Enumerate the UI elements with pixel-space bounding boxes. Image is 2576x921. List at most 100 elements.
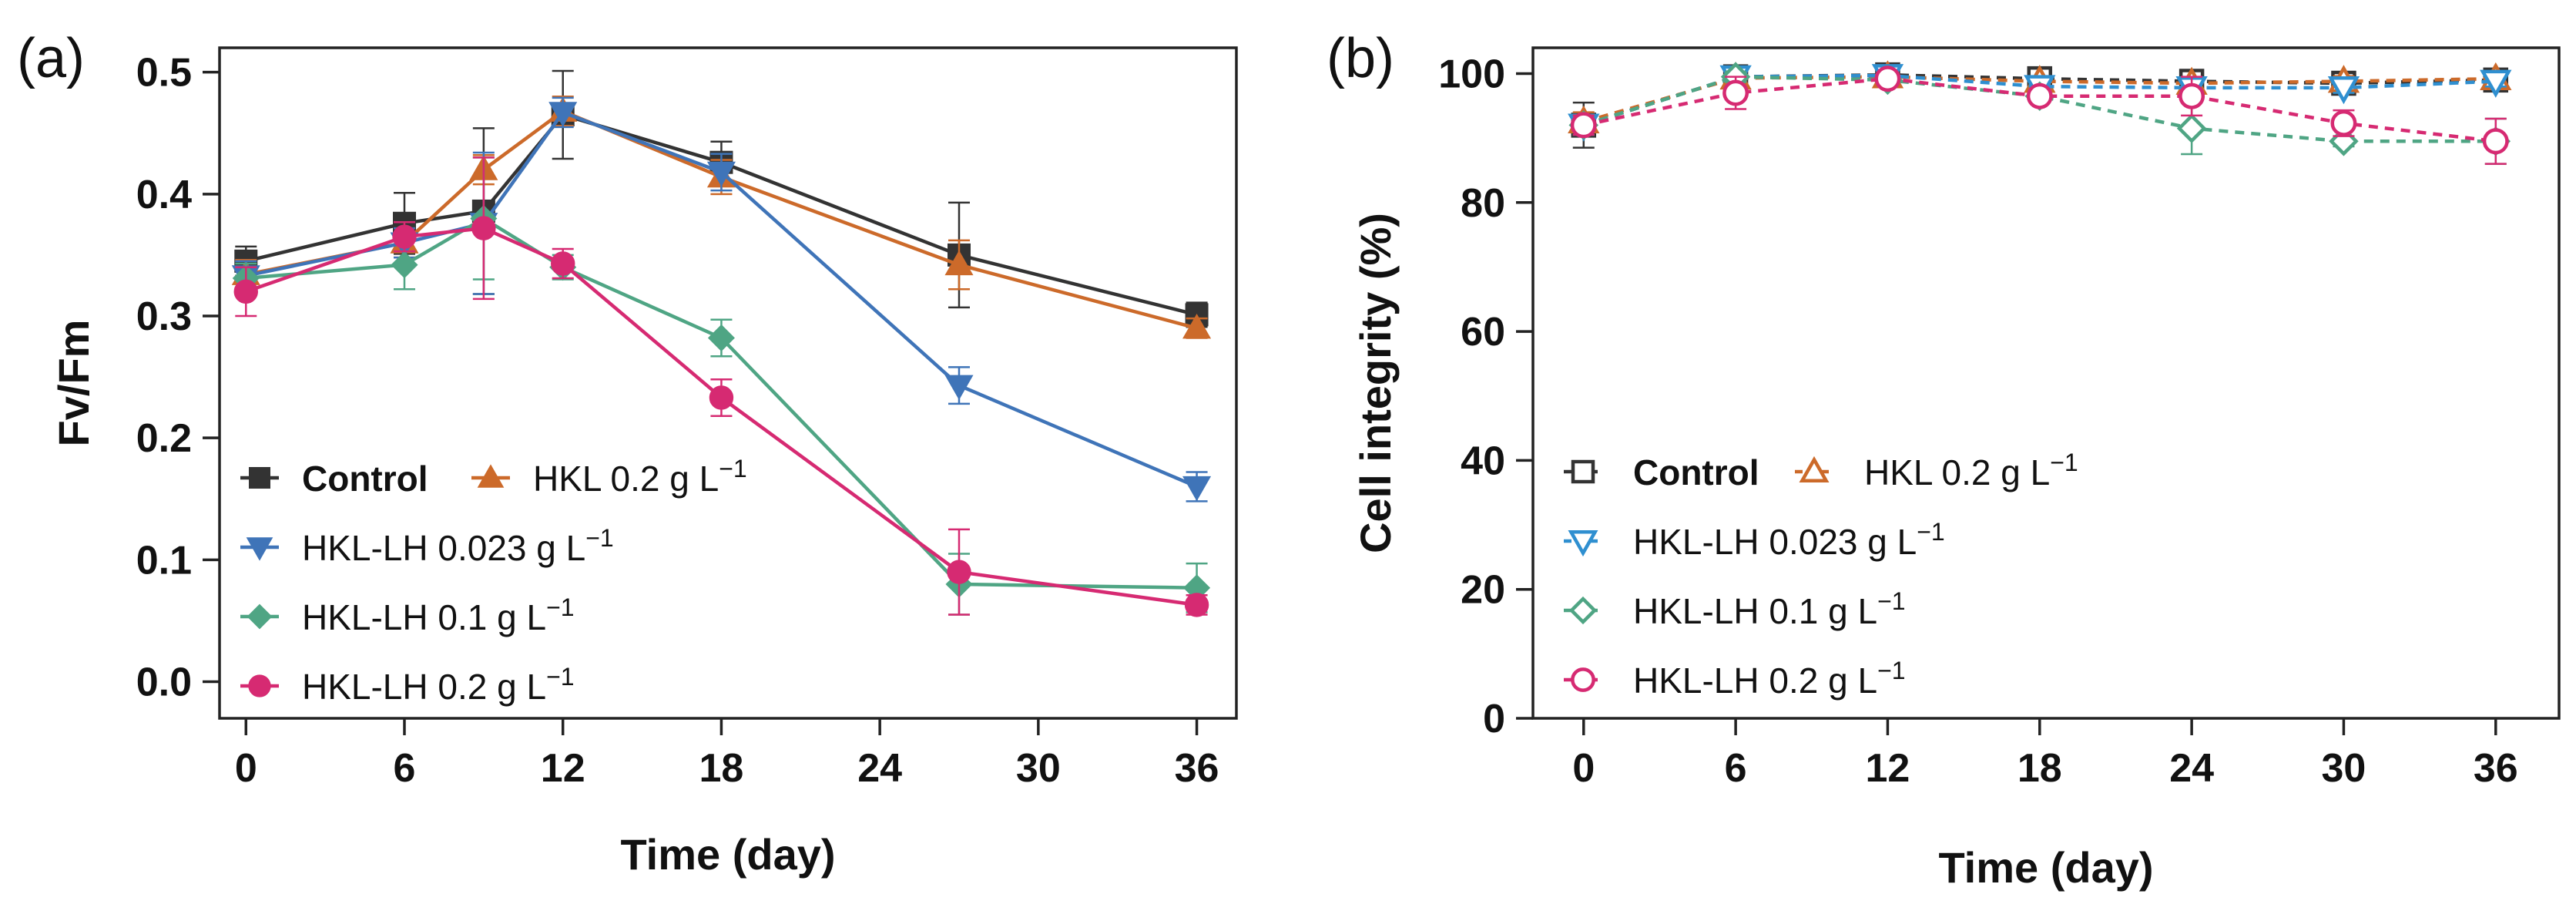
legend-label: Control [302,459,428,499]
x-tick-label: 12 [1866,746,1910,791]
y-tick-label: 80 [1461,181,1505,226]
y-axis-title: Fv/Fm [49,320,98,447]
y-tick-label: 60 [1461,310,1505,355]
series-5 [233,156,1209,617]
data-point [707,324,735,351]
data-point [2330,109,2357,136]
legend-label: HKL 0.2 g L−1 [1864,449,2078,492]
legend-label: HKL-LH 0.023 g L−1 [1633,518,1945,562]
legend-label: HKL-LH 0.1 g L−1 [302,593,575,637]
data-point [2026,82,2053,109]
data-point [391,251,418,279]
data-point [1570,112,1597,139]
x-tick-label: 36 [1175,746,1219,791]
legend-marker [247,603,273,630]
legend-marker [1799,455,1830,482]
y-tick-label: 0.5 [136,51,192,96]
y-tick-label: 0.2 [136,416,192,461]
legend-item: HKL 0.2 g L−1 [1795,449,2078,492]
legend-item: HKL-LH 0.023 g L−1 [240,524,614,568]
legend-item: HKL-LH 0.1 g L−1 [240,593,575,637]
series-3 [231,96,1212,503]
data-point [709,385,734,410]
x-axis-title: Time (day) [620,830,835,879]
y-tick-label: 0.3 [136,294,192,339]
y-axis-title: Cell integrity (%) [1351,213,1400,553]
data-point [551,251,575,276]
panel-b-cell-integrity-chart: (b) 0 6 12 18 24 30 36 0 20 40 60 80 100 Time (day) Cel… [1327,28,2561,892]
data-point [1722,79,1749,106]
legend-marker [248,674,271,697]
legend-label: Control [1633,452,1759,492]
panel-label: (a) [17,28,85,89]
x-tick-label: 24 [857,746,902,791]
data-point [471,216,496,240]
legend-label: HKL-LH 0.2 g L−1 [1633,657,1906,701]
legend-item: HKL 0.2 g L−1 [471,455,747,499]
data-point [392,224,417,249]
data-point [1874,66,1901,92]
x-tick-label: 0 [235,746,257,791]
plot-frame [218,46,1238,720]
x-tick-label: 6 [394,746,416,791]
y-tick-label: 40 [1461,439,1505,483]
data-point [1182,476,1212,502]
legend-label: HKL 0.2 g L−1 [533,455,747,499]
series-2 [231,96,1212,339]
x-tick-label: 30 [2322,746,2366,791]
legend-item: Control [1564,452,1759,492]
legend: Control HKL 0.2 g L−1 HKL-LH 0.023 g L−1 HK… [1564,449,2078,701]
panel-a-fvfm-chart: (a) 0 6 12 18 24 30 36 0.0 0.1 0.2 0.3 0.4 0.5 Time (d… [17,28,1238,879]
y-tick-label: 0.1 [136,538,192,583]
legend-label: HKL-LH 0.1 g L−1 [1633,587,1906,631]
x-tick-label: 36 [2474,746,2518,791]
data-point [944,250,974,276]
legend-marker [249,467,270,489]
legend-marker [1571,459,1595,484]
y-tick-label: 100 [1438,52,1505,96]
data-point [2327,76,2360,105]
data-point [233,279,258,304]
x-tick-label: 0 [1572,746,1595,791]
y-tick-label: 0 [1483,697,1505,741]
legend: Control HKL 0.2 g L−1 HKL-LH 0.023 g L−1 HK… [240,455,747,707]
legend-item: HKL-LH 0.2 g L−1 [240,663,575,707]
series-1 [234,69,1209,328]
x-tick-label: 12 [541,746,585,791]
legend-marker [1568,596,1598,625]
x-axis-title: Time (day) [1938,843,2153,892]
legend-marker [1568,530,1598,557]
data-point [706,161,736,187]
y-tick-label: 0.0 [136,660,192,705]
legend-marker [1571,667,1595,692]
panel-label: (b) [1327,28,1394,89]
legend-item: HKL-LH 0.023 g L−1 [1564,518,1945,562]
x-tick-label: 30 [1016,746,1061,791]
data-point [2480,69,2512,98]
data-point [2329,126,2359,156]
y-tick-label: 20 [1461,568,1505,613]
legend-item: HKL-LH 0.2 g L−1 [1564,657,1906,701]
x-tick-label: 18 [699,746,744,791]
legend-label: HKL-LH 0.2 g L−1 [302,663,575,707]
series-5 [1570,66,2509,165]
data-point [2176,113,2207,143]
data-point [1182,314,1212,339]
data-point [947,560,971,584]
legend-marker [477,464,505,488]
legend-item: HKL-LH 0.1 g L−1 [1564,587,1906,631]
plot-frame [1531,46,2561,720]
legend-item: Control [240,459,428,499]
x-tick-label: 24 [2169,746,2214,791]
data-point [2179,82,2205,109]
x-tick-label: 18 [2018,746,2062,791]
legend-label: HKL-LH 0.023 g L−1 [302,524,614,568]
data-point [2482,128,2509,155]
legend-marker [246,537,273,561]
y-tick-label: 0.4 [136,173,192,217]
data-point [1184,593,1209,617]
data-point [548,102,578,127]
x-tick-label: 6 [1725,746,1747,791]
data-point [944,375,974,400]
